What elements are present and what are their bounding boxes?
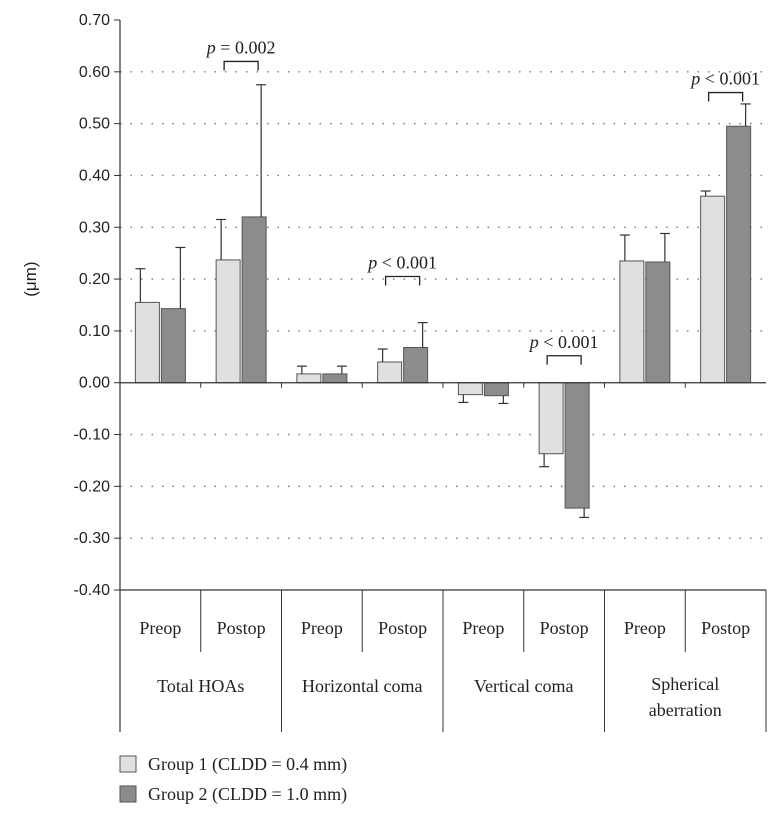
y-tick-label: 0.30 [79, 219, 110, 236]
significance-bracket [223, 60, 259, 71]
sub-category-label: Postop [378, 618, 427, 638]
bar [619, 260, 645, 384]
bar [483, 382, 509, 397]
sub-category-label: Preop [462, 618, 504, 638]
p-value: = 0.002 [216, 37, 276, 57]
y-tick-label: -0.30 [74, 530, 111, 547]
p-value: < 0.001 [539, 332, 599, 352]
y-tick-label: 0.00 [79, 375, 110, 392]
significance-label: p < 0.001 [366, 253, 437, 273]
bar [322, 373, 348, 384]
group-label: Total HOAs [157, 676, 244, 696]
legend-label: Group 1 (CLDD = 0.4 mm) [148, 754, 347, 775]
bar [457, 382, 483, 396]
sub-category-label: Preop [301, 618, 343, 638]
significance-label: p = 0.002 [205, 37, 276, 57]
axes: 0.70 0.60 0.50 0.40 0.30 0.20 0.10 0.00 -0.10 -0.… [21, 12, 767, 732]
y-tick-label: 0.50 [79, 116, 110, 133]
significance-bracket [546, 355, 582, 365]
y-tick-label: 0.40 [79, 167, 110, 184]
p-value: < 0.001 [377, 253, 437, 273]
y-tick-label: -0.10 [74, 427, 111, 444]
y-tick-label: 0.70 [79, 12, 110, 29]
significance-label: p < 0.001 [689, 69, 760, 89]
group-label: Spherical [651, 674, 719, 694]
sub-category-label: Preop [624, 618, 666, 638]
group-label: aberration [649, 700, 722, 720]
bar [296, 373, 322, 384]
p-symbol: p [366, 253, 377, 273]
bar [377, 361, 403, 384]
bar [160, 308, 186, 384]
legend-swatch [119, 785, 137, 803]
p-symbol: p [689, 69, 700, 89]
y-tick-label: 0.10 [79, 323, 110, 340]
y-tick-label: -0.40 [74, 582, 111, 599]
y-tick-label: -0.20 [74, 478, 111, 495]
bar [726, 125, 752, 384]
bar [564, 382, 590, 509]
significance-label: p < 0.001 [528, 332, 599, 352]
y-axis-label: (μm) [21, 261, 40, 296]
sub-category-label: Postop [540, 618, 589, 638]
p-symbol: p [205, 37, 216, 57]
legend: Group 1 (CLDD = 0.4 mm) Group 2 (CLDD = 1… [119, 754, 347, 805]
sub-category-label: Postop [701, 618, 750, 638]
group-label: Horizontal coma [302, 676, 422, 696]
sub-category-label: Preop [139, 618, 181, 638]
p-value: < 0.001 [700, 69, 760, 89]
bar [538, 382, 564, 455]
bar [134, 301, 160, 384]
bar [241, 216, 267, 384]
legend-swatch [119, 755, 137, 773]
group-label: Vertical coma [474, 676, 573, 696]
legend-label: Group 2 (CLDD = 1.0 mm) [148, 784, 347, 805]
y-tick-label: 0.60 [79, 64, 110, 81]
sub-category-label: Postop [217, 618, 266, 638]
significance-bracket [384, 275, 421, 286]
bar [700, 195, 726, 384]
significance-bracket [707, 91, 744, 102]
bar [215, 259, 241, 384]
bar [645, 261, 671, 384]
bar [403, 346, 429, 384]
bars [134, 84, 752, 519]
y-tick-label: 0.20 [79, 271, 110, 288]
p-symbol: p [528, 332, 539, 352]
